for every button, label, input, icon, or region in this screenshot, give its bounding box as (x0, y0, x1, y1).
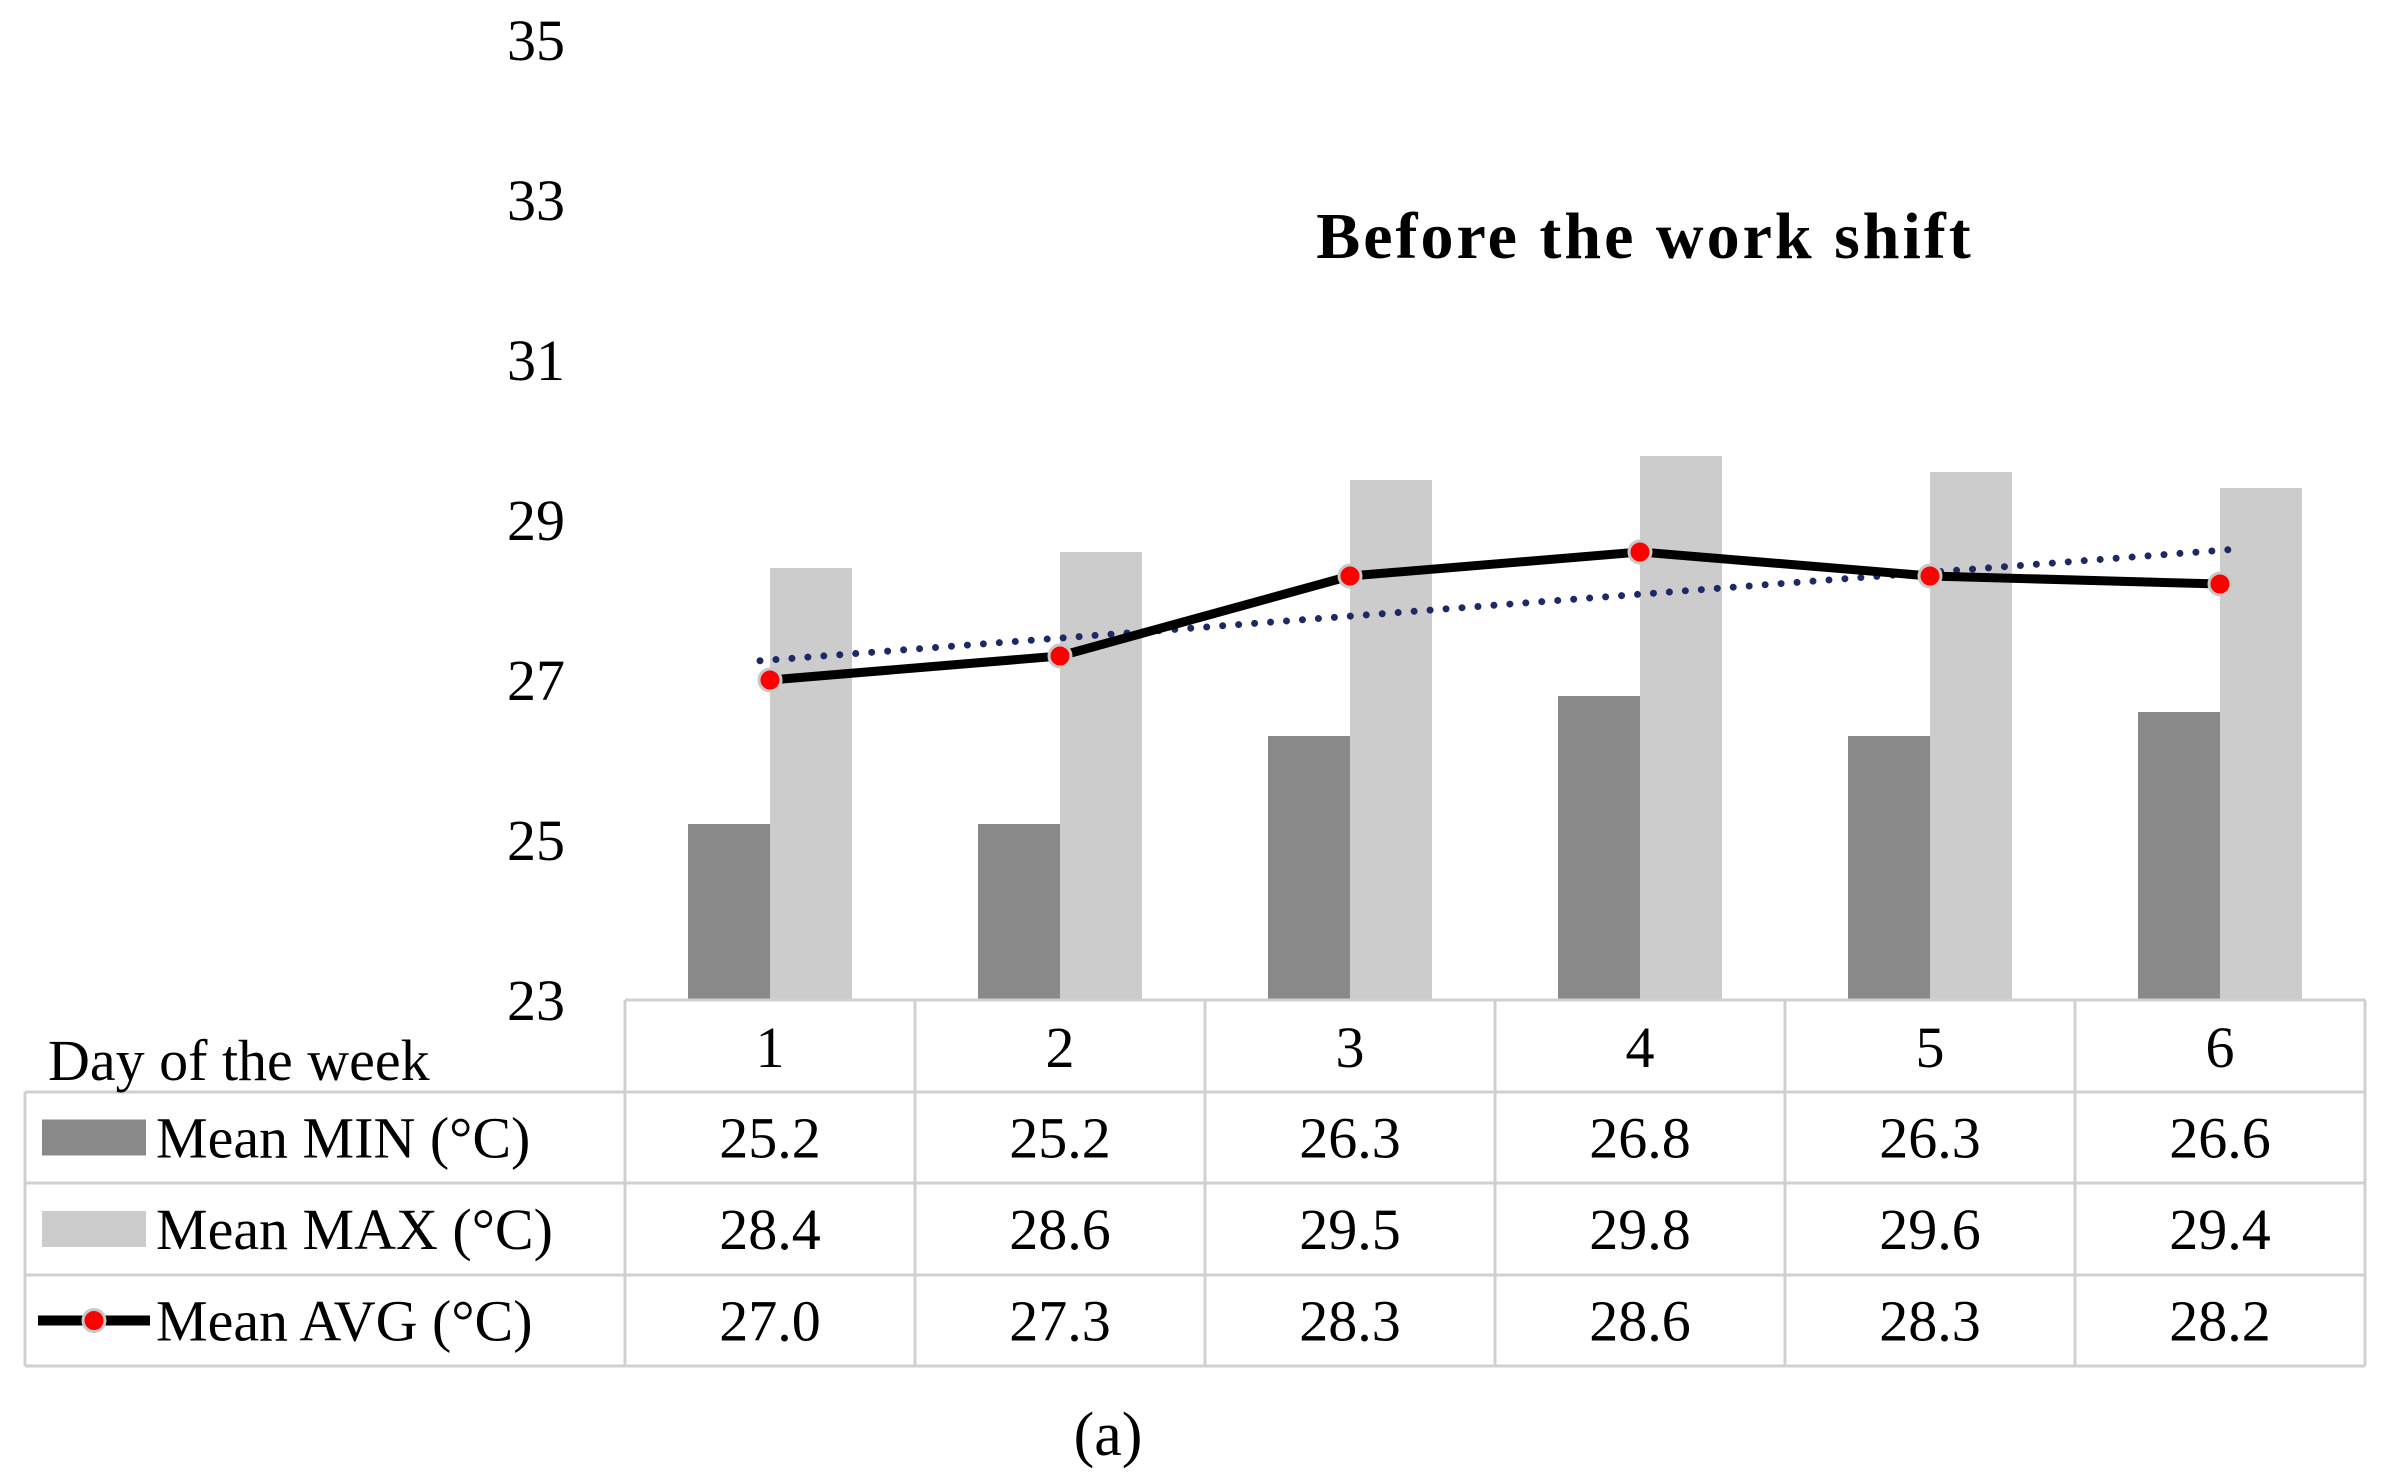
bar-mean-max (1930, 472, 2012, 1000)
series-name: Mean MIN (°C) (156, 1106, 530, 1171)
trendline-path (756, 546, 2234, 665)
table-cell-value: 26.3 (1879, 1106, 1981, 1171)
table-cell-value: 29.5 (1299, 1197, 1401, 1262)
legend-key (81, 1308, 107, 1333)
category-label: 5 (1916, 1015, 1945, 1080)
category-label: 4 (1626, 1015, 1655, 1080)
legend-key (42, 1211, 146, 1247)
legend-key (42, 1119, 146, 1156)
table-row-header: Day of the week (48, 1028, 430, 1093)
bar-mean-min (1558, 696, 1640, 1000)
avg-point (1047, 643, 1073, 669)
y-tick-label: 25 (507, 808, 565, 873)
avg-point (1337, 563, 1363, 589)
bar-mean-max (770, 568, 852, 1000)
category-label: 1 (756, 1015, 785, 1080)
bar-mean-min (1848, 736, 1930, 1000)
data-table: Day of the week 1 2 3 4 5 6 Mean MIN (°C) 25.2 25… (23, 998, 2367, 1368)
avg-point (1627, 539, 1653, 565)
category-label: 6 (2206, 1015, 2235, 1080)
table-cell-value: 26.6 (2169, 1106, 2271, 1171)
table-cell-value: 28.4 (719, 1197, 821, 1262)
bar-mean-max (2220, 488, 2302, 1000)
avg-point (1917, 563, 1943, 589)
avg-series (757, 539, 2233, 693)
bar-mean-min (2138, 712, 2220, 1000)
table-cell-value: 25.2 (1009, 1106, 1111, 1171)
table-cell-value: 28.3 (1299, 1289, 1401, 1354)
table-cell-value: 26.8 (1589, 1106, 1691, 1171)
bars (688, 456, 2302, 1000)
table-cell-value: 29.6 (1879, 1197, 1981, 1262)
y-tick-label: 33 (507, 168, 565, 233)
y-axis-ticks: 35 33 31 29 27 25 23 (507, 8, 565, 1033)
table-cell-value: 28.3 (1879, 1289, 1981, 1354)
category-label: 2 (1046, 1015, 1075, 1080)
table-cell-value: 28.6 (1589, 1289, 1691, 1354)
chart-title: Before the work shift (1316, 200, 1974, 273)
table-cell-value: 26.3 (1299, 1106, 1401, 1171)
table-cell-value: 25.2 (719, 1106, 821, 1171)
y-tick-label: 31 (507, 328, 565, 393)
bar-mean-max (1640, 456, 1722, 1000)
table-cell-value: 28.2 (2169, 1289, 2271, 1354)
avg-point (757, 667, 783, 693)
y-tick-label: 35 (507, 8, 565, 73)
y-tick-label: 29 (507, 488, 565, 553)
table-cell-value: 29.8 (1589, 1197, 1691, 1262)
table-cell-value: 27.3 (1009, 1289, 1111, 1354)
bar-mean-max (1060, 552, 1142, 1000)
table-cell-value: 29.4 (2169, 1197, 2271, 1262)
bar-mean-max (1350, 480, 1432, 1000)
avg-line-path (769, 547, 2221, 685)
avg-point (2207, 571, 2233, 597)
category-label: 3 (1336, 1015, 1365, 1080)
bar-mean-min (1268, 736, 1350, 1000)
y-tick-label: 27 (507, 648, 565, 713)
bar-mean-min (978, 824, 1060, 1000)
bar-mean-min (688, 824, 770, 1000)
caption: (a) (1074, 1401, 1143, 1469)
table-cell-value: 27.0 (719, 1289, 821, 1354)
table-cell-value: 28.6 (1009, 1197, 1111, 1262)
y-tick-label: 23 (507, 968, 565, 1033)
series-name: Mean MAX (°C) (156, 1197, 553, 1262)
series-name: Mean AVG (°C) (156, 1289, 533, 1354)
trendline (756, 546, 2234, 665)
